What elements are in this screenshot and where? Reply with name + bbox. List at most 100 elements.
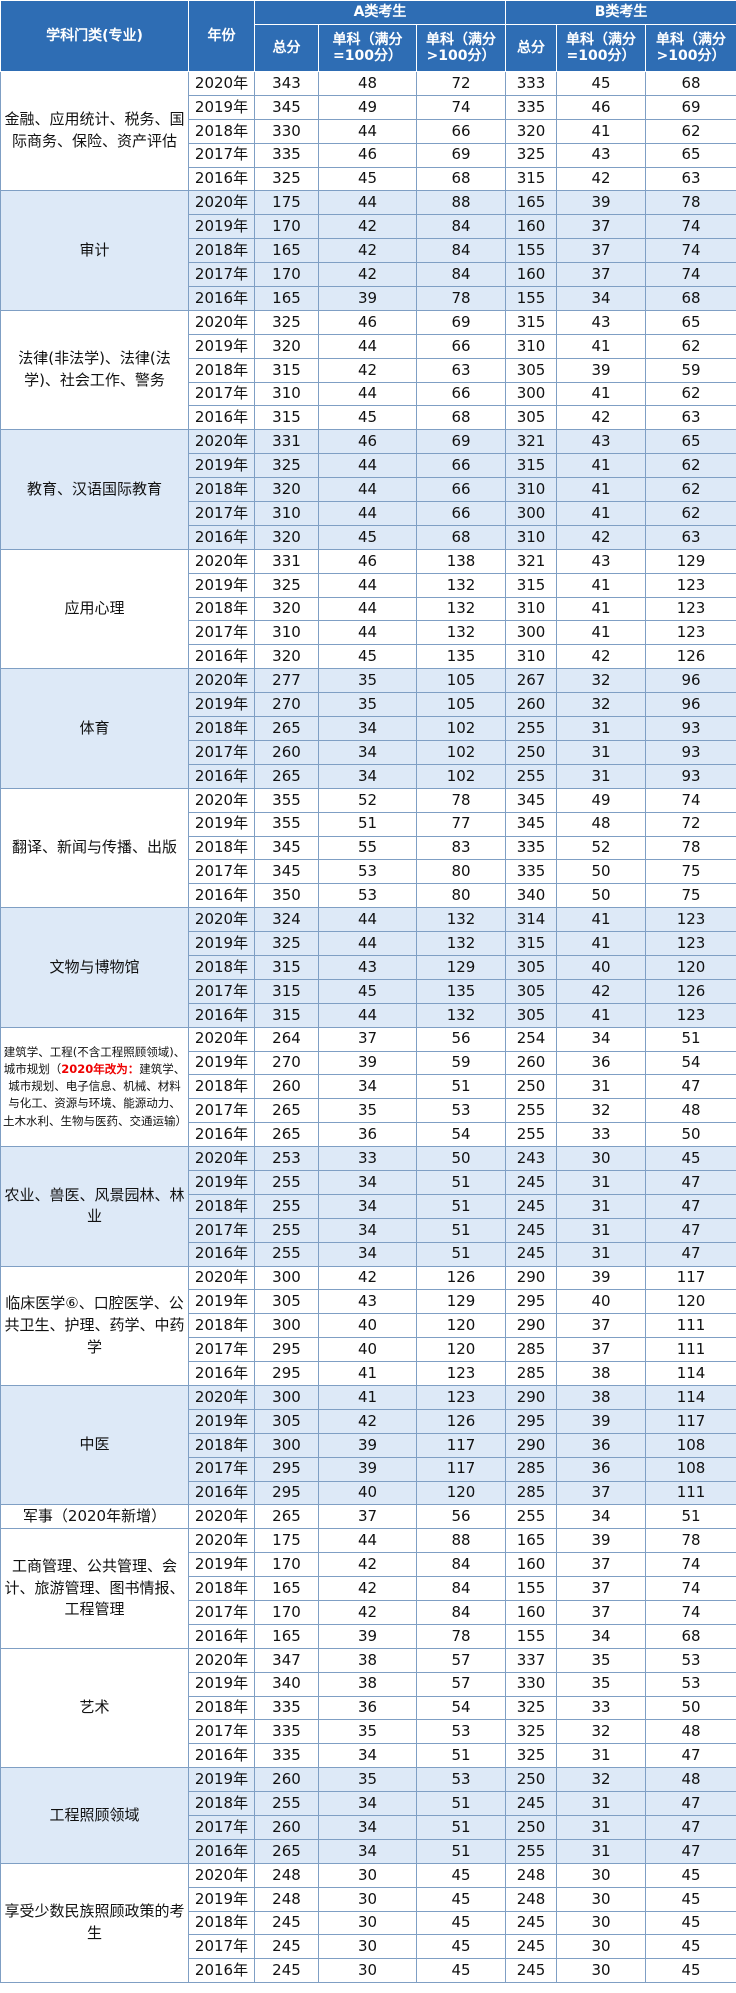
a-single-over-100-cell: 78 [415, 787, 507, 813]
b-total-cell: 255 [505, 1838, 558, 1864]
year-cell: 2017年 [188, 381, 255, 407]
b-single-over-100-cell: 62 [645, 453, 736, 479]
b-single-over-100-cell: 53 [645, 1647, 736, 1673]
header-category: 学科门类(专业) [0, 0, 189, 72]
a-total-cell: 295 [254, 1480, 319, 1506]
table-row: 2016年 295 40 120 285 37 111 [1, 1480, 736, 1506]
a-total-cell: 270 [254, 1050, 319, 1076]
b-single-over-100-cell: 47 [645, 1217, 736, 1243]
category-text: 建筑学、城市规划、电子信息、机械、材料与化工、资源与环境、能源动力、土木水利、生… [3, 1061, 187, 1128]
year-cell: 2020年 [188, 907, 255, 933]
year-cell: 2018年 [188, 596, 255, 622]
a-single-over-100-cell: 57 [415, 1671, 507, 1697]
category-cell: 享受少数民族照顾政策的考生 [0, 1862, 189, 1984]
a-single-over-100-cell: 53 [415, 1719, 507, 1745]
b-single-100-cell: 31 [556, 1838, 647, 1864]
b-single-over-100-cell: 45 [645, 1958, 736, 1984]
a-single-over-100-cell: 132 [415, 620, 507, 646]
a-single-over-100-cell: 68 [415, 524, 507, 550]
a-single-over-100-cell: 84 [415, 1576, 507, 1601]
a-total-cell: 335 [254, 1743, 319, 1769]
year-cell: 2016年 [188, 763, 255, 789]
table-row: 2018年 315 43 129 305 40 120 [1, 954, 736, 980]
b-single-over-100-cell: 54 [645, 1050, 736, 1076]
b-total-cell: 314 [505, 907, 558, 933]
a-total-cell: 255 [254, 1217, 319, 1243]
b-total-cell: 295 [505, 1408, 558, 1434]
b-total-cell: 255 [505, 1098, 558, 1124]
year-cell: 2019年 [188, 453, 255, 479]
a-single-over-100-cell: 69 [415, 429, 507, 455]
a-single-100-cell: 34 [318, 1193, 417, 1219]
category-cell: 工商管理、公共管理、会计、旅游管理、图书情报、工程管理 [0, 1528, 189, 1649]
b-single-100-cell: 41 [556, 501, 647, 526]
year-cell: 2017年 [188, 1815, 255, 1840]
a-single-over-100-cell: 45 [415, 1910, 507, 1936]
table-row: 2019年 345 49 74 335 46 69 [1, 94, 736, 120]
a-total-cell: 295 [254, 1337, 319, 1363]
table-row: 2018年 165 42 84 155 37 74 [1, 1576, 736, 1601]
b-single-100-cell: 48 [556, 811, 647, 837]
year-cell: 2016年 [188, 1241, 255, 1267]
year-cell: 2020年 [188, 668, 255, 694]
a-single-over-100-cell: 132 [415, 1002, 507, 1028]
a-total-cell: 305 [254, 1289, 319, 1315]
year-cell: 2020年 [188, 1026, 255, 1052]
a-single-over-100-cell: 51 [415, 1838, 507, 1864]
category-cell: 金融、应用统计、税务、国际商务、保险、资产评估 [0, 70, 189, 192]
a-total-cell: 260 [254, 1767, 319, 1793]
a-single-100-cell: 45 [318, 405, 417, 431]
a-single-100-cell: 35 [318, 1719, 417, 1745]
a-single-over-100-cell: 69 [415, 142, 507, 168]
b-single-over-100-cell: 62 [645, 333, 736, 359]
a-total-cell: 345 [254, 94, 319, 120]
a-single-100-cell: 35 [318, 692, 417, 718]
b-single-100-cell: 41 [556, 333, 647, 359]
category-cell: 中医 [0, 1384, 189, 1506]
table-row: 教育、汉语国际教育 2020年 331 46 69 321 43 65 [0, 429, 736, 550]
b-single-100-cell: 31 [556, 1217, 647, 1243]
b-single-100-cell: 31 [556, 1743, 647, 1769]
b-single-over-100-cell: 123 [645, 596, 736, 622]
table-row: 体育 2020年 277 35 105 267 32 96 [0, 668, 736, 789]
a-total-cell: 300 [254, 1265, 319, 1291]
a-total-cell: 315 [254, 954, 319, 980]
a-total-cell: 248 [254, 1886, 319, 1912]
year-cell: 2020年 [188, 1265, 255, 1291]
a-single-100-cell: 42 [318, 1600, 417, 1625]
year-cell: 2017年 [188, 859, 255, 885]
year-cell: 2020年 [188, 1384, 255, 1410]
a-single-over-100-cell: 84 [415, 238, 507, 264]
b-total-cell: 285 [505, 1456, 558, 1482]
table-row: 2019年 340 38 57 330 35 53 [1, 1671, 736, 1697]
a-total-cell: 277 [254, 668, 319, 694]
a-single-100-cell: 44 [318, 190, 417, 216]
year-cell: 2017年 [188, 142, 255, 168]
year-cell: 2017年 [188, 1934, 255, 1960]
a-single-100-cell: 34 [318, 1169, 417, 1195]
year-cell: 2018年 [188, 1791, 255, 1817]
b-single-100-cell: 31 [556, 763, 647, 789]
b-single-100-cell: 45 [556, 71, 647, 96]
a-single-100-cell: 42 [318, 1265, 417, 1291]
a-single-over-100-cell: 84 [415, 214, 507, 240]
a-single-over-100-cell: 77 [415, 811, 507, 837]
a-single-100-cell: 34 [318, 763, 417, 789]
a-single-100-cell: 36 [318, 1695, 417, 1721]
table-row: 2017年 265 35 53 255 32 48 [1, 1098, 736, 1124]
year-cell: 2016年 [188, 286, 255, 311]
table-row: 2017年 170 42 84 160 37 74 [1, 1600, 736, 1625]
table-row: 2018年 330 44 66 320 41 62 [1, 118, 736, 144]
year-cell: 2019年 [188, 1552, 255, 1578]
b-single-over-100-cell: 117 [645, 1265, 736, 1291]
b-single-over-100-cell: 62 [645, 501, 736, 526]
a-single-100-cell: 30 [318, 1958, 417, 1984]
table-row: 2017年 255 34 51 245 31 47 [1, 1217, 736, 1243]
a-single-100-cell: 30 [318, 1910, 417, 1936]
b-total-cell: 305 [505, 978, 558, 1004]
a-single-over-100-cell: 78 [415, 286, 507, 311]
b-single-over-100-cell: 117 [645, 1408, 736, 1434]
a-single-100-cell: 51 [318, 811, 417, 837]
b-single-100-cell: 31 [556, 1193, 647, 1219]
year-cell: 2016年 [188, 1002, 255, 1028]
